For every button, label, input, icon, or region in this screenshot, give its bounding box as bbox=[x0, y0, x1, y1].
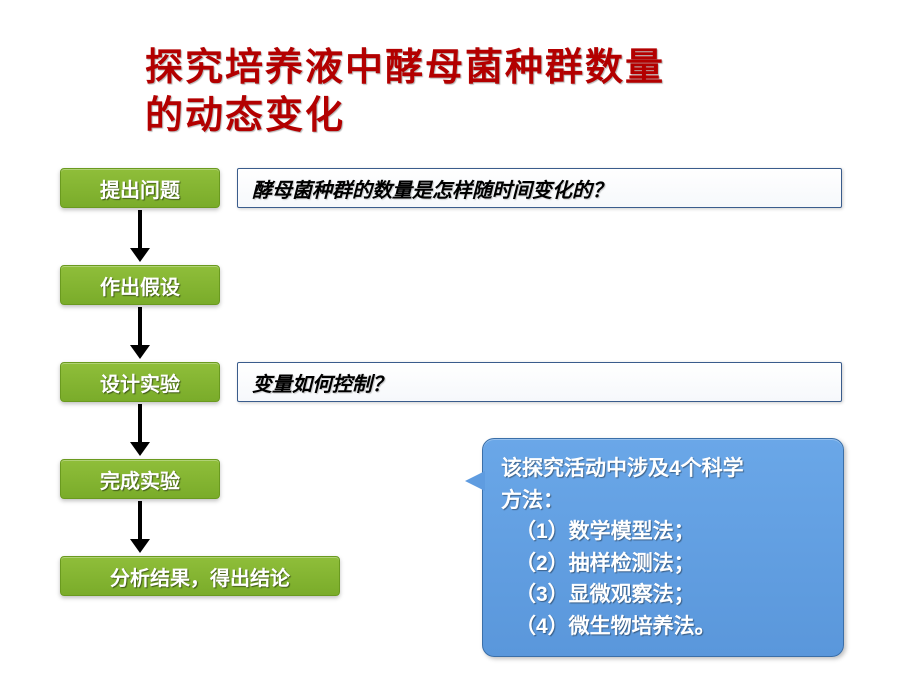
callout-item: （3）显微观察法； bbox=[501, 579, 825, 611]
info-question: 酵母菌种群的数量是怎样随时间变化的？ bbox=[237, 168, 842, 208]
step-label: 分析结果，得出结论 bbox=[110, 562, 290, 591]
callout-item: （1）数学模型法； bbox=[501, 516, 825, 548]
info-text: 变量如何控制？ bbox=[252, 368, 392, 397]
arrow-down-icon bbox=[138, 404, 142, 446]
title-line1: 探究培养液中酵母菌种群数量 bbox=[145, 47, 665, 89]
slide-title: 探究培养液中酵母菌种群数量 的动态变化 bbox=[145, 45, 665, 140]
callout-item: （4）微生物培养法。 bbox=[501, 611, 825, 643]
title-line2: 的动态变化 bbox=[145, 95, 345, 137]
callout-item: （2）抽样检测法； bbox=[501, 548, 825, 580]
info-variable: 变量如何控制？ bbox=[237, 362, 842, 402]
step-label: 提出问题 bbox=[100, 174, 180, 203]
arrow-down-icon bbox=[138, 210, 142, 252]
step-label: 完成实验 bbox=[100, 465, 180, 494]
step-design-experiment: 设计实验 bbox=[60, 362, 220, 402]
arrow-down-icon bbox=[138, 307, 142, 349]
arrow-down-icon bbox=[138, 501, 142, 543]
methods-callout: 该探究活动中涉及4个科学 方法： （1）数学模型法； （2）抽样检测法； （3）… bbox=[482, 438, 844, 657]
step-label: 设计实验 bbox=[100, 368, 180, 397]
info-text: 酵母菌种群的数量是怎样随时间变化的？ bbox=[252, 174, 612, 203]
step-label: 作出假设 bbox=[100, 271, 180, 300]
callout-heading1: 该探究活动中涉及4个科学 bbox=[501, 453, 825, 485]
step-make-hypothesis: 作出假设 bbox=[60, 265, 220, 305]
callout-heading2: 方法： bbox=[501, 485, 825, 517]
step-do-experiment: 完成实验 bbox=[60, 459, 220, 499]
step-raise-question: 提出问题 bbox=[60, 168, 220, 208]
step-analyze-result: 分析结果，得出结论 bbox=[60, 556, 340, 596]
